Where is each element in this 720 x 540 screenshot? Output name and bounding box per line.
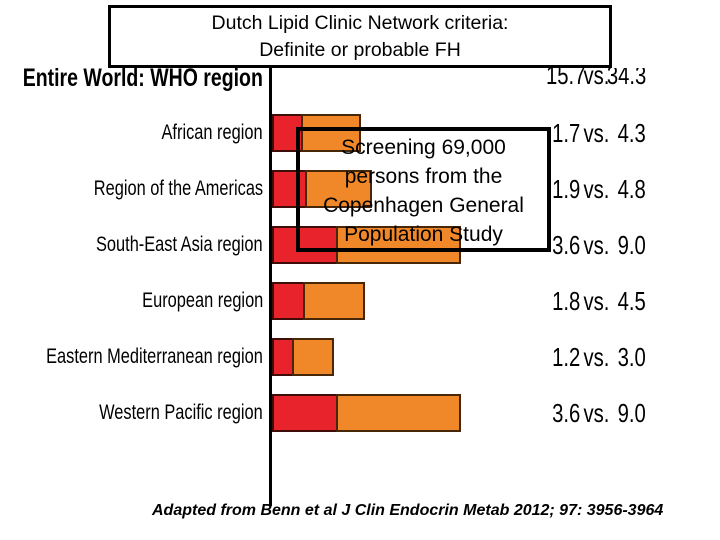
vs-separator: vs.	[583, 342, 610, 372]
region-label: Region of the Americas	[93, 177, 263, 200]
vs-separator: vs.	[583, 286, 610, 316]
vs-separator: vs.	[583, 118, 610, 148]
value-pair: 1.8 vs. 4.5	[546, 288, 646, 314]
bar-group	[272, 170, 372, 208]
annotation-box: Screening 69,000 persons from the Copenh…	[296, 127, 551, 252]
value-pair: 3.6 vs. 9.0	[546, 400, 646, 426]
vs-separator: vs.	[583, 398, 610, 428]
bar-group	[272, 226, 461, 264]
value-pair: 1.9 vs. 4.8	[546, 176, 646, 202]
bar-group	[272, 282, 366, 320]
region-label: African region	[161, 121, 263, 144]
bar-segment-orange	[335, 226, 461, 264]
slide-title: Dutch Lipid Clinic Network criteria: Def…	[211, 12, 509, 61]
region-label: Eastern Mediterranean region	[46, 345, 263, 368]
chart-row: Western Pacific region 3.6 vs. 9.0	[0, 385, 720, 441]
annotation-text: Screening 69,000 persons from the Copenh…	[323, 136, 524, 246]
value-pair: 1.7 vs. 4.3	[546, 120, 646, 146]
vs-separator: vs.	[583, 174, 610, 204]
region-label: Western Pacific region	[99, 401, 263, 424]
chart-axis-line	[269, 20, 272, 506]
citation-text: Adapted from Benn et al J Clin Endocrin …	[152, 502, 664, 519]
bar-segment-red	[272, 394, 338, 432]
chart-row: South-East Asia region 3.6 vs. 9.0	[0, 217, 720, 273]
value-primary: 3.6	[552, 230, 581, 260]
value-pair: 1.2 vs. 3.0	[546, 344, 646, 370]
bar-segment-orange	[302, 282, 366, 320]
bar-group	[272, 338, 334, 376]
chart-row: African region 1.7 vs. 4.3	[0, 105, 720, 161]
value-secondary: 4.8	[617, 174, 646, 204]
chart-row: Region of the Americas 1.9 vs. 4.8	[0, 161, 720, 217]
title-box: Dutch Lipid Clinic Network criteria: Def…	[108, 5, 612, 68]
value-primary: 1.2	[552, 342, 581, 372]
bar-segment-orange	[335, 394, 461, 432]
bar-segment-red	[272, 338, 294, 376]
vs-separator: vs.	[583, 230, 610, 260]
bar-segment-orange	[304, 170, 372, 208]
value-primary: 1.8	[552, 286, 581, 316]
bar-segment-red	[272, 282, 305, 320]
region-label: Entire World: WHO region	[22, 64, 263, 92]
value-secondary: 9.0	[617, 230, 646, 260]
chart-row: Eastern Mediterranean region 1.2 vs. 3.0	[0, 329, 720, 385]
region-label: South-East Asia region	[96, 233, 263, 256]
value-secondary: 4.5	[617, 286, 646, 316]
value-secondary: 9.0	[617, 398, 646, 428]
chart-row: European region 1.8 vs. 4.5	[0, 273, 720, 329]
value-primary: 1.9	[552, 174, 581, 204]
bar-group	[272, 394, 461, 432]
value-pair: 3.6 vs. 9.0	[546, 232, 646, 258]
bar-segment-orange	[301, 114, 362, 152]
bar-segment-orange	[291, 338, 334, 376]
value-secondary: 4.3	[617, 118, 646, 148]
value-primary: 3.6	[552, 398, 581, 428]
value-secondary: 3.0	[617, 342, 646, 372]
region-label: European region	[141, 289, 263, 312]
value-primary: 1.7	[552, 118, 581, 148]
